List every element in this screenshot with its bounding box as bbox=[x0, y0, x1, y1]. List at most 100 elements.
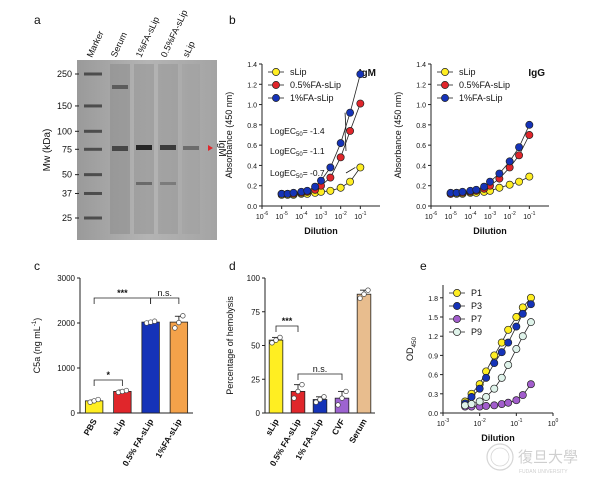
significance-label: n.s. bbox=[313, 364, 328, 374]
x-axis-label: Dilution bbox=[473, 226, 507, 236]
y-tick-label: 1.2 bbox=[416, 82, 426, 89]
chart-igm: 0.0 0.2 0.4 0.6 0.8 1.0 1.2 1.4 10-6 10-5 10-4 10-3… bbox=[224, 62, 380, 236]
gel-lane-label: sLip bbox=[181, 40, 197, 59]
y-tick-label: 3000 bbox=[57, 274, 75, 283]
data-point bbox=[490, 359, 499, 368]
category-label: PBS bbox=[81, 417, 99, 437]
y-tick-label: 0.2 bbox=[247, 184, 257, 191]
replicate-point bbox=[273, 337, 279, 343]
x-tick-label: 10-4 bbox=[295, 211, 307, 221]
legend-label: sLip bbox=[290, 67, 307, 77]
data-point bbox=[515, 151, 524, 160]
legend-marker bbox=[441, 68, 449, 76]
y-tick-label: 0.0 bbox=[428, 411, 438, 418]
category-label: CVF bbox=[330, 417, 347, 437]
x-tick-label: 10-6 bbox=[425, 211, 437, 221]
gel-marker-label: 150 bbox=[57, 101, 72, 111]
data-point bbox=[336, 153, 345, 162]
y-tick-label: 0.6 bbox=[428, 373, 438, 380]
bar bbox=[169, 321, 189, 414]
x-tick-label: 10-1 bbox=[510, 418, 522, 428]
y-tick-label: 0.2 bbox=[416, 184, 426, 191]
bar bbox=[290, 390, 306, 414]
gel-marker-band bbox=[84, 129, 102, 133]
data-point bbox=[303, 186, 312, 195]
data-point bbox=[482, 373, 491, 382]
data-point bbox=[525, 120, 534, 129]
data-point bbox=[504, 338, 513, 347]
x-axis-label: Dilution bbox=[481, 433, 515, 443]
y-tick-label: 0.9 bbox=[428, 353, 438, 360]
replicate-point bbox=[151, 318, 158, 324]
panel-letter-d: d bbox=[229, 259, 236, 273]
y-tick-label: 1.5 bbox=[428, 315, 438, 322]
data-point bbox=[518, 309, 527, 318]
significance-label: * bbox=[106, 370, 110, 380]
legend-marker bbox=[453, 315, 461, 323]
data-point bbox=[326, 163, 335, 172]
y-tick-label: 1.2 bbox=[428, 334, 438, 341]
significance-label: n.s. bbox=[157, 288, 172, 298]
category-label: sLip bbox=[110, 417, 127, 437]
x-tick-label: 10-2 bbox=[474, 418, 486, 428]
data-point bbox=[317, 176, 325, 185]
data-point bbox=[346, 126, 355, 135]
series-line bbox=[464, 303, 532, 404]
data-point bbox=[482, 402, 491, 410]
data-point bbox=[461, 401, 470, 410]
ec50-annotation: LogEC50= -1.4 bbox=[270, 126, 325, 138]
gel-marker-band bbox=[84, 104, 102, 108]
panel-letter-b: b bbox=[229, 13, 236, 27]
replicate-point bbox=[269, 340, 275, 346]
category-label: Serum bbox=[347, 417, 369, 445]
data-point bbox=[346, 108, 355, 117]
bar bbox=[268, 339, 284, 414]
x-tick-label: 10-2 bbox=[504, 211, 516, 221]
significance-bracket bbox=[297, 373, 343, 380]
data-point bbox=[467, 400, 476, 408]
y-axis-label: Percentage of hemolysis bbox=[225, 296, 235, 395]
x-tick-label: 10-3 bbox=[437, 418, 449, 428]
watermark-text: 復旦大學 bbox=[518, 448, 578, 466]
y-tick-label: 1.4 bbox=[247, 62, 257, 69]
data-point bbox=[490, 351, 499, 360]
data-point bbox=[346, 177, 355, 186]
data-point bbox=[495, 183, 504, 192]
y-tick-label: 1.8 bbox=[428, 296, 438, 303]
x-tick-label: 10-1 bbox=[354, 211, 366, 221]
y-tick-label: 100 bbox=[247, 274, 261, 283]
legend-label: 0.5%FA-sLip bbox=[290, 80, 341, 90]
gel-marker-label: 37 bbox=[62, 188, 72, 198]
gel-marker-label: 50 bbox=[62, 170, 72, 180]
gel-marker-label: 25 bbox=[62, 213, 72, 223]
data-point bbox=[504, 325, 513, 334]
category-label: 1%FA-sLip bbox=[153, 417, 183, 460]
data-point bbox=[326, 186, 335, 195]
data-point bbox=[526, 318, 535, 327]
x-tick-label: 10-3 bbox=[484, 211, 496, 221]
significance-bracket bbox=[93, 297, 152, 304]
data-point bbox=[486, 177, 494, 186]
y-tick-label: 0.8 bbox=[247, 123, 257, 130]
data-point bbox=[525, 131, 534, 139]
y-axis-label: Absorbance (450 nm) bbox=[393, 92, 403, 179]
replicate-point bbox=[95, 396, 101, 403]
gel-marker-label: 250 bbox=[57, 69, 72, 79]
replicate-point bbox=[357, 295, 363, 301]
legend-label: P1 bbox=[471, 288, 482, 298]
data-point bbox=[490, 384, 499, 393]
gel-marker-label: 100 bbox=[57, 126, 72, 136]
panel-letter-a: a bbox=[34, 13, 41, 27]
y-tick-label: 0.4 bbox=[416, 163, 426, 170]
ec50-arrow bbox=[344, 112, 347, 132]
legend-marker bbox=[453, 289, 461, 297]
data-point bbox=[526, 300, 535, 309]
x-tick-label: 100 bbox=[548, 418, 559, 428]
significance-bracket bbox=[150, 297, 180, 304]
replicate-point bbox=[339, 395, 345, 401]
data-point bbox=[504, 398, 513, 407]
data-point bbox=[475, 384, 484, 393]
